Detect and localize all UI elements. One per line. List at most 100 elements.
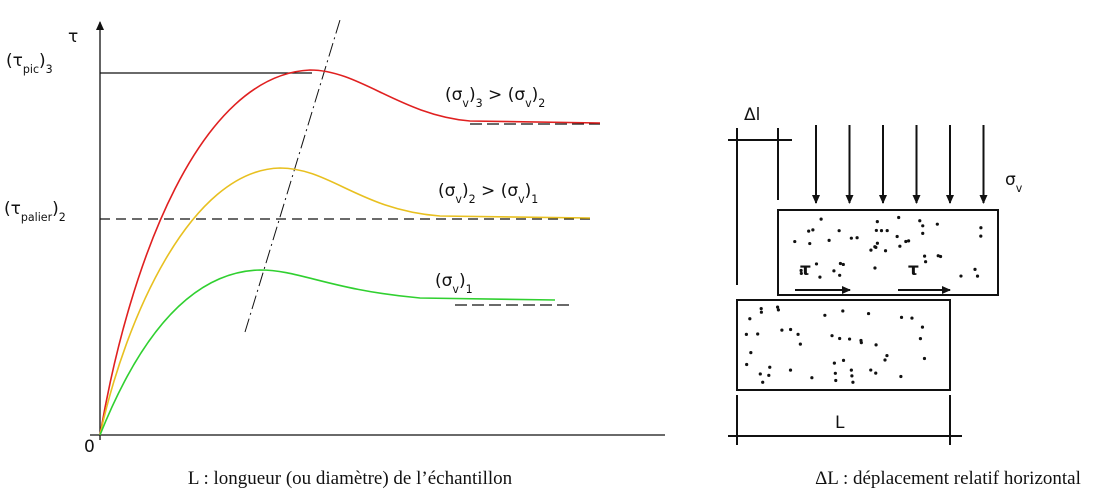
grain <box>823 313 827 317</box>
delta-l-label: Δl <box>744 105 760 125</box>
label-part: ) <box>469 85 476 105</box>
label-part: > (σ <box>483 85 526 105</box>
label-part: ) <box>52 199 59 219</box>
grain <box>873 266 877 270</box>
label-part: (σ <box>438 181 456 201</box>
y-axis-label: τ <box>68 27 78 47</box>
grain <box>808 241 812 246</box>
grain <box>851 380 855 384</box>
grain <box>758 372 762 376</box>
subscript: v <box>518 193 525 206</box>
peak-locus <box>244 19 341 333</box>
grain <box>910 316 914 320</box>
grain <box>818 275 822 279</box>
origin-label: 0 <box>84 437 95 457</box>
grain <box>819 217 823 221</box>
grain <box>959 274 963 278</box>
grain <box>975 274 980 278</box>
subscript: v <box>462 97 469 110</box>
grain <box>744 332 748 336</box>
grain <box>841 309 845 313</box>
grain <box>756 332 760 336</box>
grain <box>885 353 889 358</box>
grain <box>922 356 927 361</box>
grain <box>973 267 977 271</box>
grain <box>883 358 887 362</box>
curve-label: (σv)2 > (σv)1 <box>438 181 538 206</box>
grain <box>759 310 764 314</box>
grain <box>799 271 803 276</box>
grain <box>838 261 843 266</box>
grain <box>875 219 879 224</box>
subscript: 2 <box>538 97 545 110</box>
grain <box>749 351 753 355</box>
label-part: > (σ <box>476 181 519 201</box>
curve-green <box>99 269 556 436</box>
grain <box>979 234 983 238</box>
grain <box>796 332 800 336</box>
curve-label: (σv)1 <box>435 271 473 296</box>
grain <box>745 362 749 367</box>
label-part: (σ <box>445 85 463 105</box>
length-label: L <box>835 413 845 433</box>
label-part: (σ <box>435 271 453 291</box>
grain <box>832 361 836 365</box>
subscript: v <box>455 193 462 206</box>
graph <box>90 19 665 440</box>
grain <box>798 342 802 346</box>
label-part: ) <box>459 271 466 291</box>
grain <box>879 229 884 233</box>
caption: L : longueur (ou diamètre) de l’échantil… <box>188 468 513 489</box>
label-part: ) <box>39 51 46 71</box>
grain <box>866 311 871 316</box>
subscript: palier <box>21 211 53 224</box>
grain <box>885 228 889 233</box>
grain <box>898 244 902 248</box>
grain <box>922 254 927 258</box>
grain <box>918 219 922 223</box>
grain <box>807 229 811 233</box>
subscript: v <box>452 283 459 296</box>
grain <box>780 328 784 332</box>
grain <box>924 260 928 264</box>
grain <box>748 317 752 321</box>
grain <box>847 337 852 341</box>
grain <box>921 224 925 228</box>
grain <box>920 325 925 329</box>
sigma-label: σv <box>1005 170 1023 195</box>
subscript: v <box>525 97 532 110</box>
sample <box>728 125 999 445</box>
grain <box>834 378 838 383</box>
grain <box>768 365 772 369</box>
subscript: pic <box>23 63 39 76</box>
tau-label: τ <box>908 260 919 280</box>
grain <box>897 215 901 220</box>
subscript: 2 <box>59 211 66 224</box>
grain <box>832 269 836 273</box>
curve-label: (σv)3 > (σv)2 <box>445 85 545 110</box>
label-part: (τ <box>6 51 23 71</box>
grain <box>811 228 815 232</box>
label-part: ) <box>462 181 469 201</box>
subscript: 3 <box>476 97 483 110</box>
grain <box>849 236 853 240</box>
grain <box>775 305 780 309</box>
grain <box>833 371 837 375</box>
label-part: (τ <box>4 199 21 219</box>
grain <box>837 229 841 233</box>
grain <box>788 368 793 372</box>
subscript: 1 <box>466 283 473 296</box>
grain <box>841 262 845 267</box>
grain <box>849 368 853 372</box>
curve-yellow <box>99 167 591 436</box>
grain <box>814 262 819 266</box>
grain <box>855 236 859 240</box>
grain <box>895 234 899 239</box>
grain <box>810 376 814 380</box>
tau-pic-label: (τpic)3 <box>6 51 53 76</box>
grain <box>979 226 983 230</box>
grain <box>830 334 834 338</box>
grain <box>921 231 925 236</box>
caption: ΔL : déplacement relatif horizontal <box>815 468 1081 489</box>
grain <box>918 336 923 341</box>
